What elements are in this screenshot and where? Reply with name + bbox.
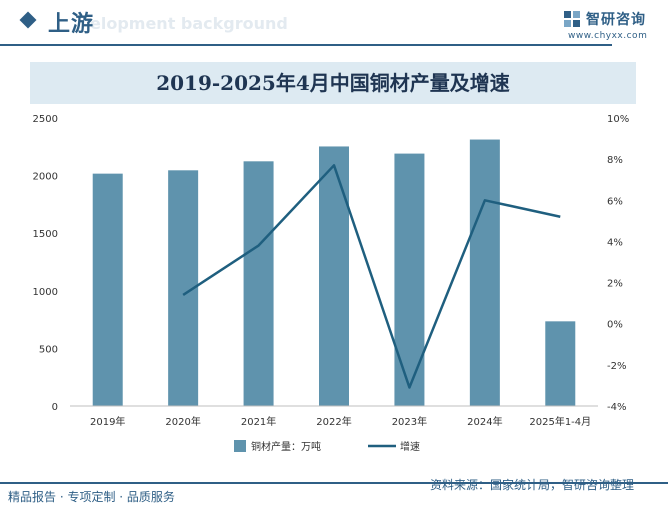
section-title: 上游 xyxy=(48,12,95,37)
bar xyxy=(319,146,349,406)
x-tick-label: 2022年 xyxy=(316,415,351,428)
brand-mark-icon xyxy=(564,11,580,27)
x-tick-label: 2021年 xyxy=(241,415,276,428)
footer-slogan: 精品报告 · 专项定制 · 品质服务 xyxy=(8,490,175,504)
bar xyxy=(469,139,500,406)
chart-title-panel: 2019-2025年4月中国铜材产量及增速 xyxy=(30,62,636,104)
bar xyxy=(243,161,274,406)
growth-line xyxy=(182,164,561,389)
y-left-tick-label: 1000 xyxy=(33,287,58,298)
source-note: 资料来源：国家统计局，智研咨询整理 xyxy=(430,478,635,492)
y-right-tick-label: 2% xyxy=(607,279,623,290)
brand-url: www.chyxx.com xyxy=(568,31,648,41)
legend-bar-swatch xyxy=(234,440,246,452)
x-tick-label: 2019年 xyxy=(90,415,125,428)
y-left-tick-label: 2500 xyxy=(33,114,58,125)
x-tick-label: 2023年 xyxy=(392,415,427,428)
bar xyxy=(394,153,425,406)
header-rule xyxy=(0,44,612,46)
y-right-tick-label: 8% xyxy=(607,155,623,166)
bar xyxy=(168,170,199,406)
legend-bar-label: 铜材产量：万吨 xyxy=(251,440,321,453)
x-tick-label: 2024年 xyxy=(467,415,502,428)
y-right-tick-label: 0% xyxy=(607,320,623,331)
y-right-tick-label: -4% xyxy=(607,402,626,413)
brand-name: 智研咨询 xyxy=(586,12,646,28)
legend-line-label: 增速 xyxy=(400,440,420,453)
y-left-tick-label: 1500 xyxy=(33,229,58,240)
bar xyxy=(545,321,576,406)
chart-title: 2019-2025年4月中国铜材产量及增速 xyxy=(156,71,510,95)
footer-rule xyxy=(0,482,668,484)
header-ghost-text: elopment background xyxy=(90,14,288,33)
x-tick-label: 2025年1-4月 xyxy=(529,415,591,428)
y-right-tick-label: 6% xyxy=(607,196,623,207)
y-right-tick-label: 4% xyxy=(607,237,623,248)
y-left-tick-label: 2000 xyxy=(33,172,58,183)
y-right-tick-label: -2% xyxy=(607,361,626,372)
x-tick-label: 2020年 xyxy=(165,415,200,428)
y-left-tick-label: 500 xyxy=(39,344,58,355)
header-bar xyxy=(0,0,668,46)
y-right-tick-label: 10% xyxy=(607,114,629,125)
bar xyxy=(92,173,123,406)
y-left-tick-label: 0 xyxy=(52,402,58,413)
